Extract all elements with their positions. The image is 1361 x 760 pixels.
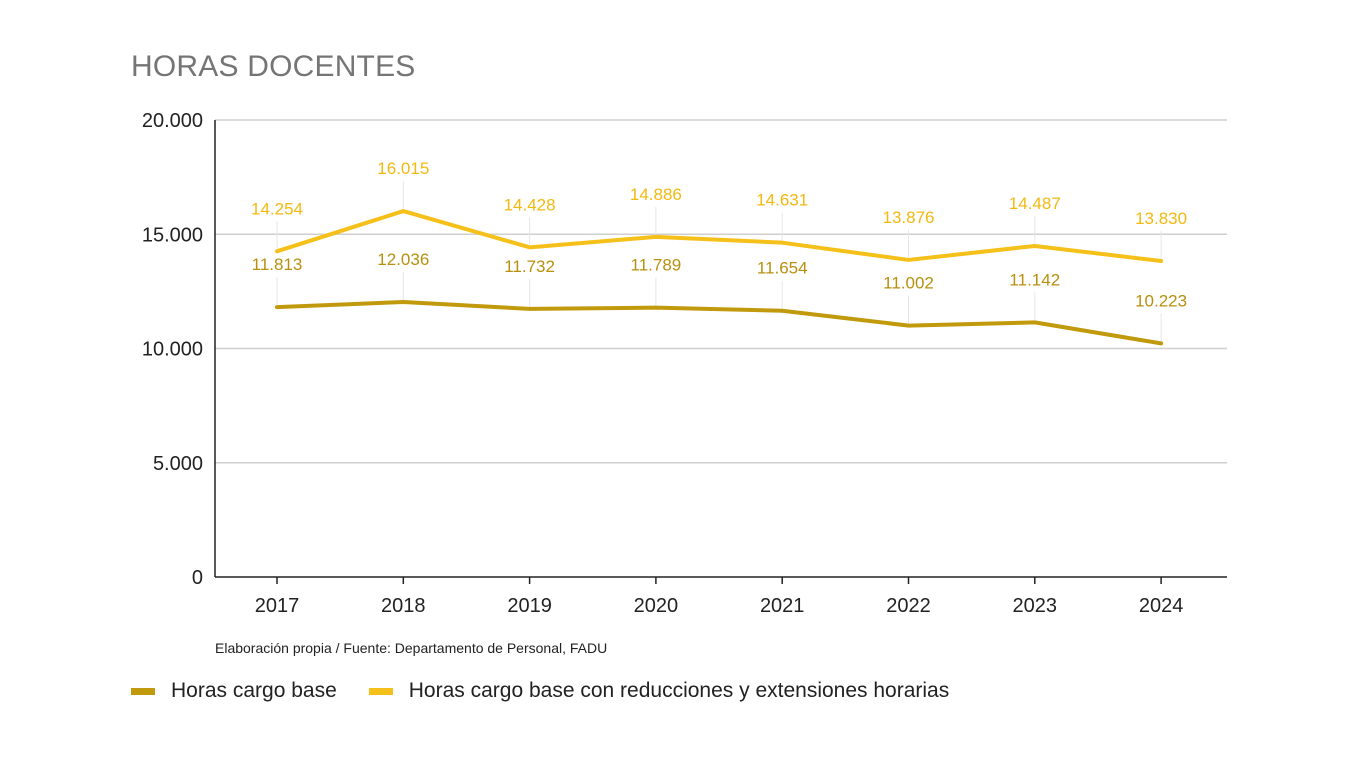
data-label: 11.002 [883, 274, 934, 293]
y-tick-label: 5.000 [153, 453, 203, 475]
legend-swatch-extended [369, 688, 393, 695]
data-label: 14.487 [1009, 194, 1061, 213]
x-tick-label: 2018 [381, 595, 426, 617]
y-tick-label: 10.000 [142, 339, 203, 361]
data-label: 12.036 [377, 250, 429, 269]
data-label: 11.813 [252, 255, 303, 274]
legend-swatch-base [131, 688, 155, 695]
data-label: 14.254 [251, 199, 303, 218]
legend-item-extended: Horas cargo base con reducciones y exten… [369, 679, 949, 703]
x-tick-label: 2024 [1139, 595, 1184, 617]
x-tick-label: 2019 [507, 595, 552, 617]
data-label: 14.428 [504, 195, 556, 214]
data-label: 13.830 [1135, 209, 1187, 228]
x-tick-label: 2022 [886, 595, 931, 617]
x-tick-label: 2020 [634, 595, 679, 617]
y-tick-label: 15.000 [142, 224, 203, 246]
line-chart: 0 5.000 10.000 15.000 20.000 2017 2018 2019 2020… [0, 0, 1361, 760]
data-label: 14.631 [756, 191, 808, 210]
data-label: 16.015 [377, 159, 429, 178]
y-tick-label: 0 [192, 567, 203, 589]
source-note: Elaboración propia / Fuente: Departament… [215, 640, 607, 656]
data-label: 11.654 [757, 259, 808, 278]
legend: Horas cargo base Horas cargo base con re… [131, 679, 981, 703]
legend-label-base: Horas cargo base [171, 679, 337, 703]
data-label: 11.732 [504, 257, 555, 276]
x-tick-label: 2023 [1013, 595, 1058, 617]
x-tick-label: 2021 [760, 595, 805, 617]
legend-label-extended: Horas cargo base con reducciones y exten… [409, 679, 949, 703]
data-label: 11.142 [1009, 270, 1060, 289]
data-label: 14.886 [630, 185, 682, 204]
y-tick-label: 20.000 [142, 110, 203, 132]
data-label: 13.876 [883, 208, 935, 227]
data-label: 10.223 [1135, 291, 1187, 310]
data-label: 11.789 [631, 256, 682, 275]
series-line-base [277, 302, 1161, 343]
legend-item-base: Horas cargo base [131, 679, 337, 703]
x-tick-label: 2017 [255, 595, 300, 617]
